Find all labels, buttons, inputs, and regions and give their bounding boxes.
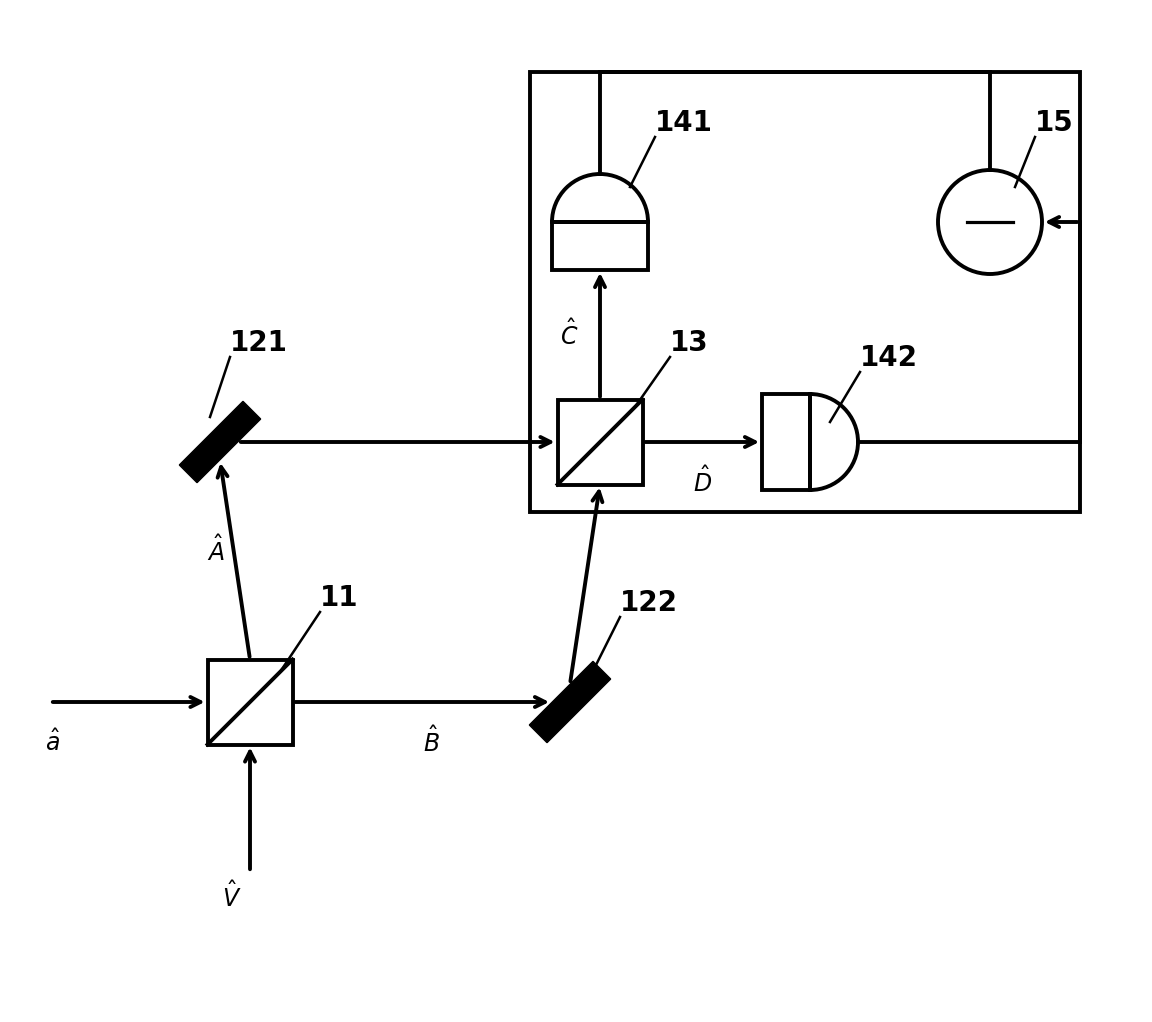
Text: $\hat{C}$: $\hat{C}$ [560,320,578,350]
Text: 13: 13 [670,329,708,357]
Text: $\hat{B}$: $\hat{B}$ [423,727,440,757]
Text: $\hat{D}$: $\hat{D}$ [692,467,712,498]
Text: 122: 122 [620,589,679,617]
Text: 121: 121 [230,329,288,357]
Text: $\hat{A}$: $\hat{A}$ [207,536,225,566]
Polygon shape [529,661,611,743]
Text: 15: 15 [1034,109,1074,137]
Text: $\hat{V}$: $\hat{V}$ [222,882,242,913]
Text: 141: 141 [655,109,713,137]
Polygon shape [180,402,260,482]
Text: 11: 11 [320,584,358,612]
Text: $\hat{a}$: $\hat{a}$ [45,730,60,756]
Text: 142: 142 [861,344,918,372]
